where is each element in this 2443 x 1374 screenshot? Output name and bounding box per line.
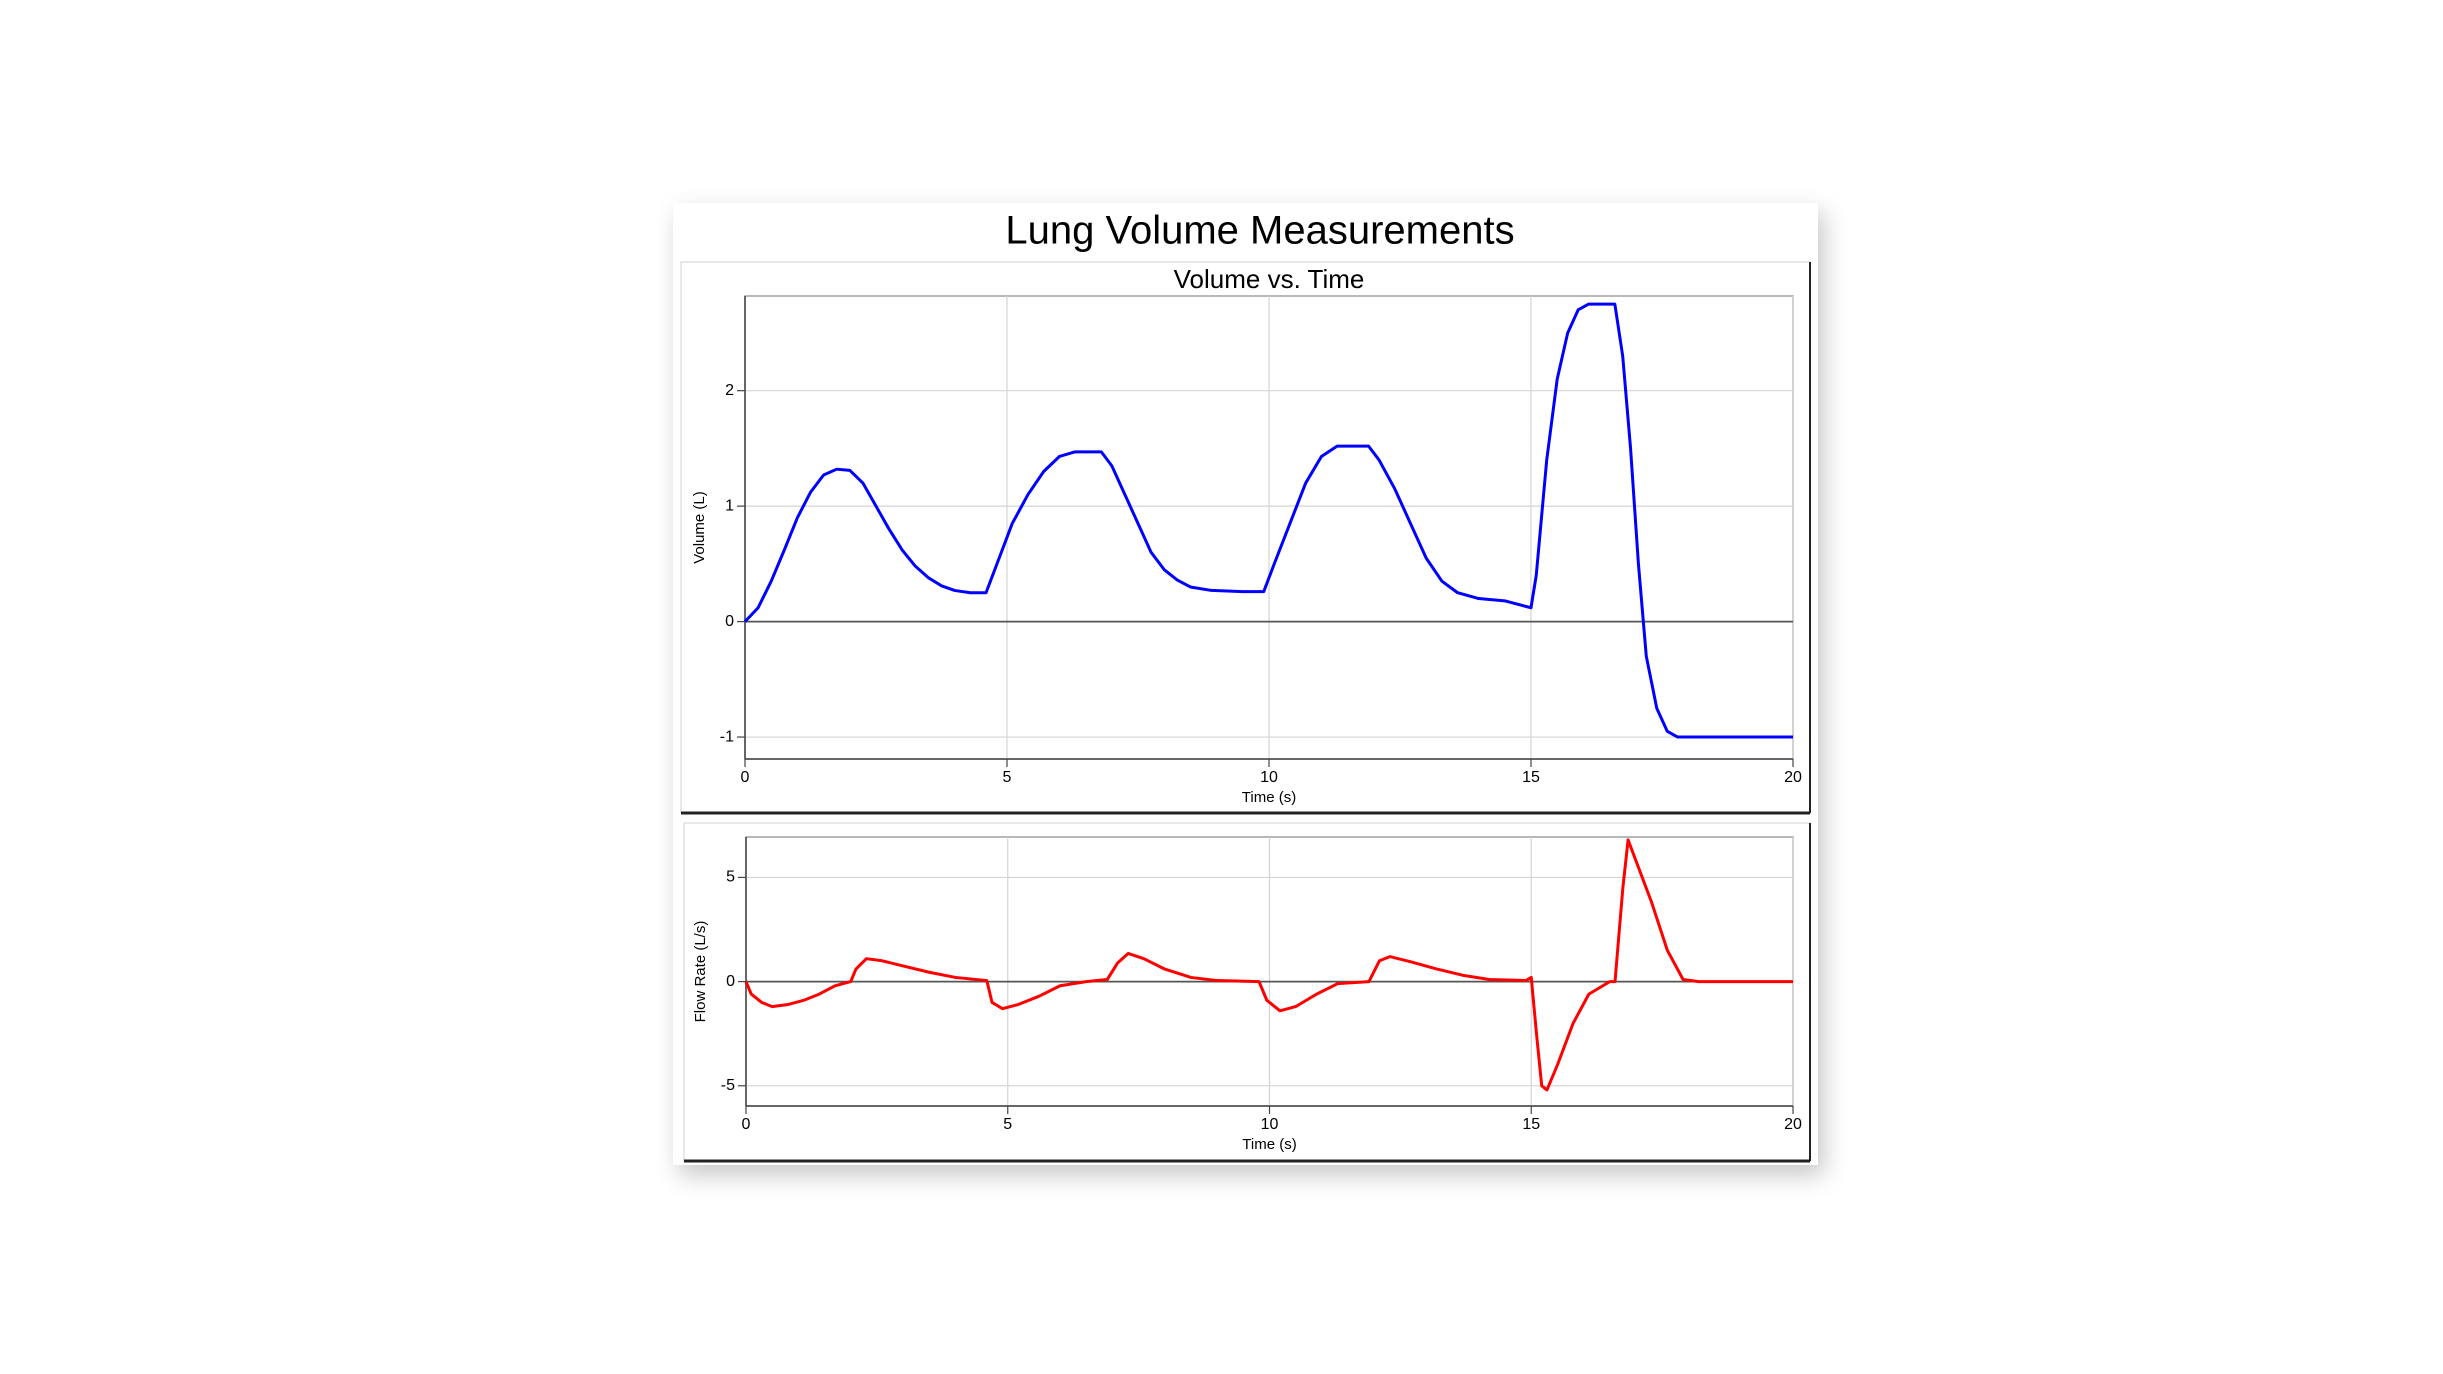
x-tick-label: 0	[742, 1116, 751, 1133]
y-axis-label: Flow Rate (L/s)	[692, 921, 709, 1023]
x-tick-label: 15	[1522, 1116, 1540, 1133]
x-tick-label: 10	[1261, 1116, 1279, 1133]
page-title: Lung Volume Measurements	[1005, 209, 1514, 253]
data-line	[743, 302, 1793, 739]
y-tick-label: 2	[725, 382, 734, 399]
y-axis-label: Volume (L)	[691, 491, 708, 564]
x-tick-label: 5	[1003, 1116, 1012, 1133]
x-tick-label: 5	[1003, 769, 1012, 786]
y-tick-label: 1	[725, 497, 734, 514]
panel-frame	[680, 261, 1811, 1163]
chart-title: Volume vs. Time	[1174, 264, 1365, 294]
y-tick-label: -1	[720, 728, 734, 745]
x-tick-label: 20	[1784, 769, 1802, 786]
y-tick-label: -5	[721, 1077, 735, 1094]
data-line	[744, 838, 1793, 1092]
x-axis-label: Time (s)	[1242, 1136, 1296, 1153]
x-tick-label: 20	[1784, 1116, 1802, 1133]
x-tick-label: 0	[741, 769, 750, 786]
x-tick-label: 10	[1260, 769, 1278, 786]
y-tick-label: 0	[725, 613, 734, 630]
x-axis-label: Time (s)	[1242, 789, 1296, 806]
y-tick-label: 0	[726, 973, 735, 990]
x-tick-label: 15	[1522, 769, 1540, 786]
y-tick-label: 5	[726, 869, 735, 886]
